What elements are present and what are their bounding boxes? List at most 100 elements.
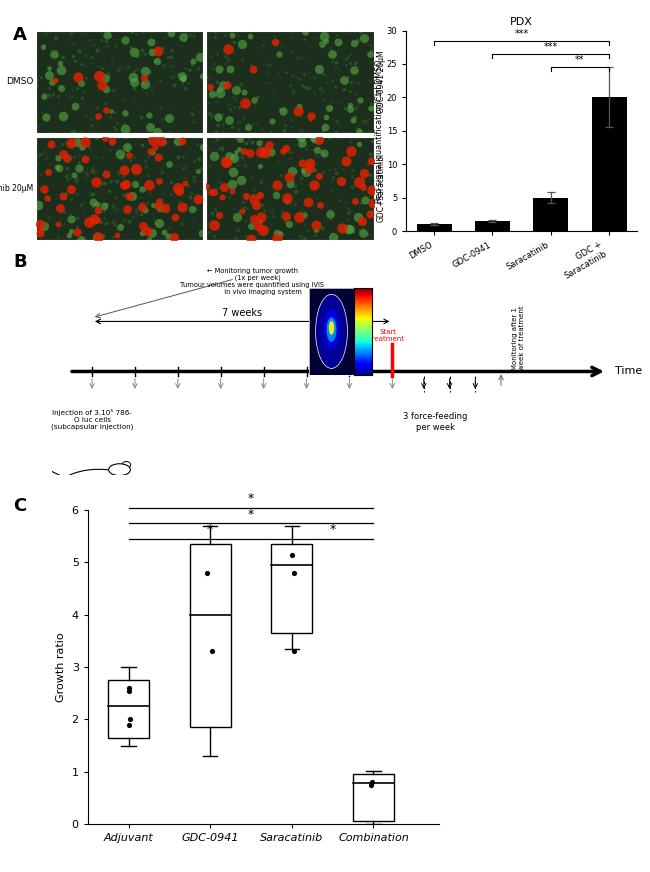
Point xyxy=(261,179,272,193)
Point xyxy=(93,126,103,140)
Point xyxy=(252,90,263,104)
Point xyxy=(344,126,355,140)
Point xyxy=(280,119,291,133)
Point xyxy=(344,27,354,41)
Point xyxy=(324,160,335,174)
Point xyxy=(206,108,216,122)
Point xyxy=(237,51,247,65)
Point xyxy=(169,78,179,92)
Point xyxy=(34,226,45,240)
Point xyxy=(222,42,233,56)
Point xyxy=(97,61,107,75)
Point xyxy=(145,119,155,133)
Point xyxy=(150,54,160,68)
Point xyxy=(244,146,255,160)
Point xyxy=(69,167,79,181)
Point xyxy=(188,27,198,41)
Point xyxy=(140,205,150,219)
Point xyxy=(272,226,282,240)
Point xyxy=(268,184,279,198)
Point xyxy=(358,180,368,194)
Point xyxy=(287,164,297,178)
Point xyxy=(53,95,64,109)
Point xyxy=(239,144,250,158)
Point xyxy=(317,84,328,98)
Point xyxy=(68,208,78,222)
Point xyxy=(213,118,224,132)
Point xyxy=(118,153,128,167)
Point xyxy=(330,28,341,42)
Point xyxy=(218,78,228,92)
Point xyxy=(311,218,321,232)
Point xyxy=(196,44,206,58)
Point xyxy=(291,184,301,198)
Point xyxy=(99,198,110,212)
Point xyxy=(81,109,91,123)
Point xyxy=(251,198,261,212)
Point xyxy=(265,75,275,89)
Point xyxy=(115,146,125,160)
Point xyxy=(264,139,274,153)
Point xyxy=(130,177,140,191)
Point xyxy=(131,208,142,221)
Point xyxy=(97,78,107,92)
Point xyxy=(230,231,240,245)
Point xyxy=(43,165,53,179)
Point xyxy=(235,79,245,93)
Point xyxy=(80,152,90,166)
Point xyxy=(161,108,172,122)
Point xyxy=(119,178,129,192)
Point xyxy=(170,71,180,85)
Point xyxy=(64,152,75,166)
Point xyxy=(328,170,338,184)
Point xyxy=(227,29,237,43)
Point xyxy=(159,134,169,148)
Point xyxy=(88,194,98,208)
Point xyxy=(153,216,164,230)
Point xyxy=(211,124,222,138)
Point xyxy=(260,149,270,163)
Ellipse shape xyxy=(326,317,337,342)
Point xyxy=(42,191,52,205)
Point xyxy=(145,144,155,158)
Point xyxy=(83,215,94,228)
Point xyxy=(202,27,213,41)
Point xyxy=(51,49,62,63)
Point xyxy=(236,173,246,187)
Point xyxy=(294,72,305,86)
Point xyxy=(35,224,46,238)
Point xyxy=(287,145,298,159)
Point xyxy=(226,204,237,218)
Point xyxy=(218,119,228,133)
Point xyxy=(126,24,136,38)
Point xyxy=(293,99,304,112)
Point xyxy=(233,78,244,92)
Point xyxy=(346,144,356,158)
Point xyxy=(224,149,234,163)
Point xyxy=(299,208,309,222)
Point xyxy=(239,85,250,99)
Point xyxy=(87,164,98,178)
Point xyxy=(64,137,75,151)
Point xyxy=(148,145,158,159)
Point xyxy=(192,137,202,151)
Point xyxy=(163,195,174,209)
Point xyxy=(131,201,142,215)
Point xyxy=(207,87,217,101)
Point xyxy=(328,163,338,177)
Point xyxy=(70,124,80,138)
Point xyxy=(41,111,51,125)
Point xyxy=(241,190,252,204)
Point xyxy=(192,45,202,59)
Point xyxy=(187,202,198,216)
FancyBboxPatch shape xyxy=(108,680,149,738)
Point xyxy=(299,217,309,231)
Point xyxy=(246,214,257,228)
Point xyxy=(258,223,268,237)
Point xyxy=(114,142,125,156)
Point xyxy=(227,184,237,198)
Point xyxy=(54,161,64,175)
Point xyxy=(92,230,103,244)
Point xyxy=(246,232,256,246)
Point xyxy=(56,64,66,78)
